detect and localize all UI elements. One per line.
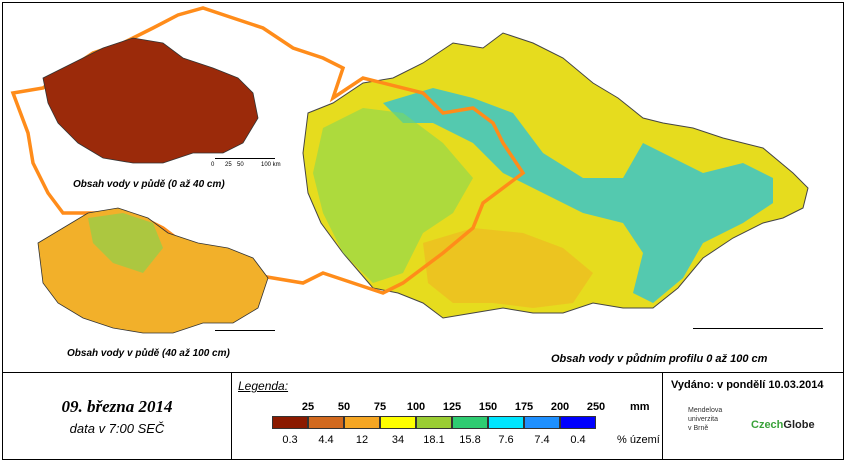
legend-threshold-5: 150 xyxy=(478,401,498,413)
scale-tick-0: 0 xyxy=(211,162,215,168)
issued-text: Vydáno: v pondělí 10.03.2014 xyxy=(671,379,824,391)
legend-threshold-4: 125 xyxy=(442,401,462,413)
scale-tick-100: 100 km xyxy=(261,162,281,168)
main-map-label: Obsah vody v půdním profilu 0 až 100 cm xyxy=(551,353,768,365)
mendel-logo: Mendelova univerzita v Brně xyxy=(688,406,722,433)
legend-swatch-1 xyxy=(308,416,344,429)
legend-pct-7: 7.4 xyxy=(534,434,550,446)
legend-threshold-8: 250 xyxy=(586,401,606,413)
legend-swatch-2 xyxy=(344,416,380,429)
legend-swatch-4 xyxy=(416,416,452,429)
czechglobe-globe: Globe xyxy=(783,419,815,431)
scale-bar-bottom xyxy=(215,330,275,331)
legend-swatch-5 xyxy=(452,416,488,429)
scale-bar-main xyxy=(693,328,823,329)
legend-swatch-3 xyxy=(380,416,416,429)
main-map-green-zone xyxy=(313,108,473,283)
legend-threshold-0: 25 xyxy=(301,401,315,413)
date-sub: data v 7:00 SEČ xyxy=(69,421,165,436)
small-top-map-label: Obsah vody v půdě (0 až 40 cm) xyxy=(73,179,225,190)
legend-swatch-7 xyxy=(524,416,560,429)
legend-threshold-1: 50 xyxy=(337,401,351,413)
legend-threshold-2: 75 xyxy=(373,401,387,413)
legend-pct-5: 15.8 xyxy=(459,434,481,446)
legend-pct-4: 18.1 xyxy=(423,434,445,446)
small-top-map xyxy=(42,37,259,164)
small-bottom-map xyxy=(37,207,269,334)
scale-tick-50: 50 xyxy=(237,162,244,168)
legend-threshold-7: 200 xyxy=(550,401,570,413)
legend-pct-8: 0.4 xyxy=(570,434,586,446)
issued-cell: Vydáno: v pondělí 10.03.2014 Mendelova u… xyxy=(662,373,844,460)
legend-unit-mm: mm xyxy=(630,401,650,413)
date-cell: 09. března 2014 data v 7:00 SEČ xyxy=(3,373,232,460)
legend-pct-0: 0.3 xyxy=(282,434,298,446)
legend-cell: Legenda: 25 50 75 100 125 150 175 200 250 mm 0.3… xyxy=(232,373,662,460)
mendel-line-3: v Brně xyxy=(688,425,709,432)
map-frame: Obsah vody v půdě (0 až 40 cm) Obsah vod… xyxy=(2,2,844,460)
legend-pct-6: 7.6 xyxy=(498,434,514,446)
czechglobe-czech: Czech xyxy=(751,419,784,431)
legend-threshold-6: 175 xyxy=(514,401,534,413)
scale-bar-top xyxy=(215,158,275,159)
legend-threshold-3: 100 xyxy=(406,401,426,413)
czechglobe-logo: CzechGlobe xyxy=(751,419,815,431)
legend-swatch-6 xyxy=(488,416,524,429)
legend-pct-2: 12 xyxy=(355,434,369,446)
legend-pct-3: 34 xyxy=(391,434,405,446)
legend-title: Legenda: xyxy=(238,379,289,393)
orange-boundary-outline xyxy=(10,6,526,295)
mendel-line-2: univerzita xyxy=(688,416,718,423)
scale-tick-25: 25 xyxy=(225,162,232,168)
legend-swatch-8 xyxy=(560,416,596,429)
legend-unit-pct: % území xyxy=(617,434,660,446)
main-map xyxy=(302,32,809,319)
mendel-line-1: Mendelova xyxy=(688,407,723,414)
legend-pct-1: 4.4 xyxy=(318,434,334,446)
main-map-wet-zone xyxy=(383,88,773,303)
info-panel: 09. března 2014 data v 7:00 SEČ Legenda:… xyxy=(3,372,843,460)
small-bottom-map-label: Obsah vody v půdě (40 až 100 cm) xyxy=(67,348,230,359)
map-area: Obsah vody v půdě (0 až 40 cm) Obsah vod… xyxy=(3,3,843,371)
legend-swatch-0 xyxy=(272,416,308,429)
date-main: 09. března 2014 xyxy=(61,397,173,416)
main-map-dry-zone xyxy=(423,228,593,308)
maps-svg xyxy=(10,6,809,334)
